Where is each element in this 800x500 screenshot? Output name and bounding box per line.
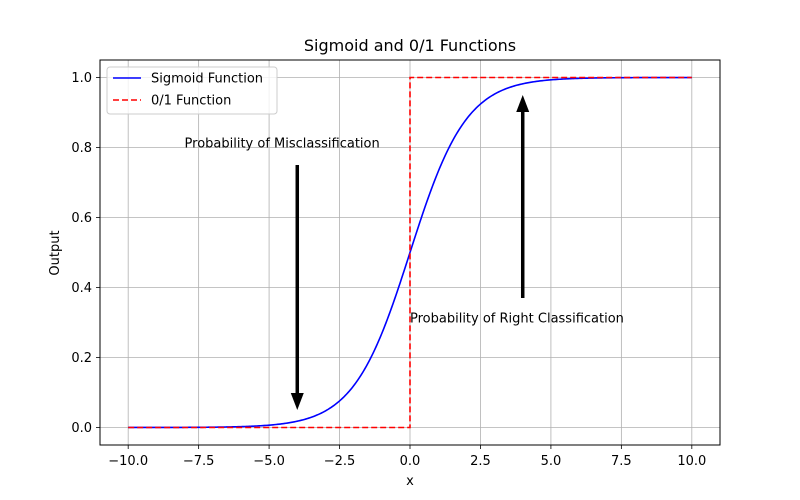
- series-line-01: [128, 76, 692, 429]
- legend-box: [106, 66, 278, 115]
- axis-ticks: −10.0 −7.5 −5.0 −2.5 0.0 2.5 5.0 7.5 10.0 0.0 0.2 0…: [71, 71, 706, 469]
- y-axis-label: Output: [48, 230, 63, 275]
- y-tick-label: 0.6: [71, 211, 92, 226]
- annotation-arrow-head: [516, 95, 530, 112]
- y-tick-label: 0.8: [71, 141, 92, 156]
- x-tick-label: 5.0: [541, 454, 562, 469]
- x-tick-label: 10.0: [677, 454, 706, 469]
- x-tick-label: 0.0: [400, 454, 421, 469]
- x-tick-label: −7.5: [183, 454, 215, 469]
- x-tick-label: 7.5: [611, 454, 632, 469]
- series-layer: [128, 76, 692, 429]
- x-tick-label: −10.0: [108, 454, 148, 469]
- x-tick-label: 2.5: [470, 454, 491, 469]
- y-tick-label: 0.2: [71, 351, 92, 366]
- legend: Sigmoid Function 0/1 Function: [106, 66, 278, 115]
- annotation-text: Probability of Right Classification: [410, 312, 624, 327]
- x-axis-label: x: [406, 474, 414, 489]
- y-tick-label: 1.0: [71, 71, 92, 86]
- annotations: Probability of Misclassification Probabil…: [185, 95, 624, 410]
- annotation-text: Probability of Misclassification: [185, 137, 380, 152]
- y-tick-label: 0.0: [71, 421, 92, 436]
- legend-label-01: 0/1 Function: [151, 94, 231, 109]
- x-tick-label: −5.0: [253, 454, 285, 469]
- legend-label-sigmoid: Sigmoid Function: [151, 72, 263, 87]
- x-tick-label: −2.5: [324, 454, 356, 469]
- chart-title: Sigmoid and 0/1 Functions: [304, 36, 516, 55]
- annotation-arrow-head: [290, 393, 304, 410]
- y-tick-label: 0.4: [71, 281, 92, 296]
